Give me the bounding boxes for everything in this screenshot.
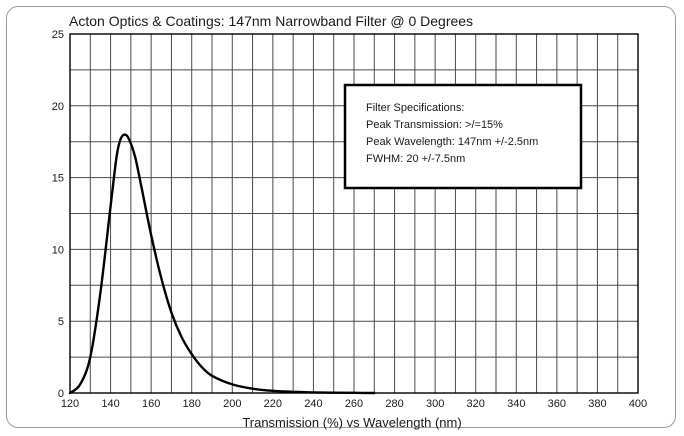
x-tick-label: 400	[629, 398, 647, 410]
x-tick-label: 200	[223, 398, 241, 410]
x-tick-label: 300	[426, 398, 444, 410]
y-tick-label: 25	[52, 29, 64, 41]
x-axis-label: Transmission (%) vs Wavelength (nm)	[242, 415, 461, 430]
x-tick-label: 320	[467, 398, 485, 410]
spec-heading: Filter Specifications:	[366, 102, 464, 114]
transmission-curve	[68, 133, 376, 395]
y-tick-label: 10	[52, 244, 64, 256]
x-tick-label: 140	[101, 398, 119, 410]
x-tick-label: 380	[588, 398, 606, 410]
y-tick-label: 0	[58, 388, 64, 400]
x-tick-label: 240	[304, 398, 322, 410]
x-tick-label: 360	[548, 398, 566, 410]
y-tick-label: 5	[58, 316, 64, 328]
chart-frame	[6, 6, 676, 428]
x-tick-label: 220	[264, 398, 282, 410]
x-tick-label: 340	[507, 398, 525, 410]
spec-box-border	[343, 83, 583, 190]
spec-line: FWHM: 20 +/-7.5nm	[366, 153, 465, 165]
x-tick-label: 160	[142, 398, 160, 410]
y-tick-label: 20	[52, 101, 64, 113]
x-tick-label: 120	[61, 398, 79, 410]
spec-line: Peak Wavelength: 147nm +/-2.5nm	[366, 136, 538, 148]
x-axis-ticks: 120 140 160 180 200 220 240 260 280 300 320 340 360 3…	[61, 398, 647, 410]
spec-line: Peak Transmission: >/=15%	[366, 119, 503, 131]
chart-title: Acton Optics & Coatings: 147nm Narrowban…	[69, 13, 473, 29]
x-tick-label: 280	[385, 398, 403, 410]
y-axis-ticks: 0 5 10 15 20 25	[52, 29, 64, 400]
x-tick-label: 180	[183, 398, 201, 410]
y-tick-label: 15	[52, 173, 64, 185]
spec-box: Filter Specifications: Peak Transmission…	[343, 83, 583, 190]
x-tick-label: 260	[345, 398, 363, 410]
